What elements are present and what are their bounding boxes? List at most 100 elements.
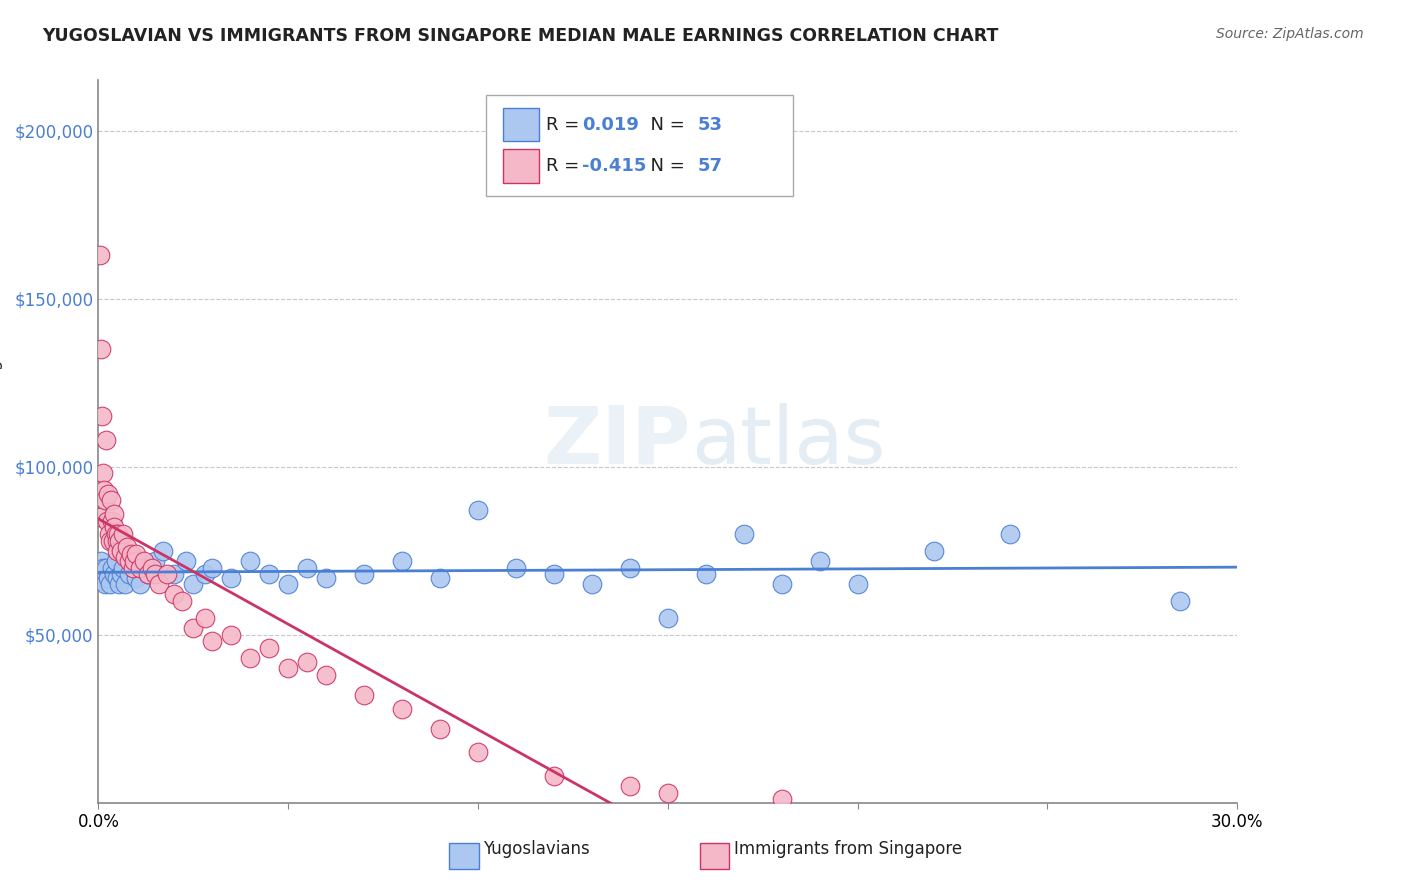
Point [93,567,115,582]
FancyBboxPatch shape [503,149,538,183]
Point [110,543,132,558]
Point [108,533,131,548]
Point [846,577,869,591]
Point [118,554,141,568]
Point [467,745,489,759]
Point [97,571,120,585]
Point [277,661,299,675]
Point [259,641,281,656]
FancyBboxPatch shape [449,843,479,870]
Point [201,634,224,648]
Point [115,541,138,555]
Point [391,554,413,568]
Point [98,533,121,548]
Point [94,433,117,447]
Point [239,554,262,568]
Text: 0.019: 0.019 [582,116,640,134]
Text: Source: ZipAtlas.com: Source: ZipAtlas.com [1216,27,1364,41]
Point [94,493,117,508]
Point [100,493,122,508]
Point [141,560,163,574]
Point [110,567,132,582]
Point [89,248,111,262]
Point [163,567,186,582]
Point [152,543,174,558]
Point [121,560,143,574]
Point [98,527,121,541]
Point [136,567,159,582]
Point [183,577,205,591]
Point [148,577,170,591]
Point [129,560,152,574]
Point [194,567,217,582]
Point [103,507,125,521]
Point [619,779,641,793]
Point [429,722,451,736]
Point [91,467,114,481]
Point [297,655,319,669]
Point [100,514,122,528]
Point [998,527,1021,541]
Text: YUGOSLAVIAN VS IMMIGRANTS FROM SINGAPORE MEDIAN MALE EARNINGS CORRELATION CHART: YUGOSLAVIAN VS IMMIGRANTS FROM SINGAPORE… [42,27,998,45]
Point [101,533,124,548]
Point [163,587,186,601]
Text: N =: N = [640,116,690,134]
Point [657,786,679,800]
Point [104,554,127,568]
Point [103,567,125,582]
Point [136,567,159,582]
Point [91,574,114,588]
Point [124,554,146,568]
Point [100,560,122,574]
Point [121,554,143,568]
Point [120,547,142,561]
Point [91,560,114,574]
Point [201,560,224,574]
Text: ZIP: ZIP [543,402,690,481]
Point [114,577,136,591]
Point [125,571,148,585]
Point [89,567,111,582]
Point [90,342,112,356]
Point [259,567,281,582]
Point [315,571,337,585]
Point [93,483,115,498]
Point [183,621,205,635]
Point [145,554,167,568]
Point [695,567,717,582]
Y-axis label: Median Male Earnings: Median Male Earnings [0,351,3,533]
Point [353,688,375,702]
Point [125,547,148,561]
Point [107,527,129,541]
Text: atlas: atlas [690,402,884,481]
Point [297,560,319,574]
Point [118,567,141,582]
Point [104,527,127,541]
Point [96,514,118,528]
Point [98,577,121,591]
Point [467,503,489,517]
Text: Immigrants from Singapore: Immigrants from Singapore [734,840,962,858]
Point [90,554,112,568]
Point [733,527,755,541]
Point [619,560,641,574]
FancyBboxPatch shape [503,108,538,141]
Point [105,533,128,548]
Text: 53: 53 [697,116,723,134]
Point [808,554,831,568]
Point [277,577,299,591]
Point [94,577,117,591]
Text: 57: 57 [697,157,723,175]
Point [145,567,167,582]
Point [505,560,527,574]
Point [239,651,262,665]
Point [315,668,337,682]
Point [581,577,603,591]
Point [543,567,565,582]
Point [194,611,217,625]
Point [770,577,793,591]
Point [94,560,117,574]
Point [221,628,243,642]
FancyBboxPatch shape [485,95,793,196]
Point [114,550,136,565]
